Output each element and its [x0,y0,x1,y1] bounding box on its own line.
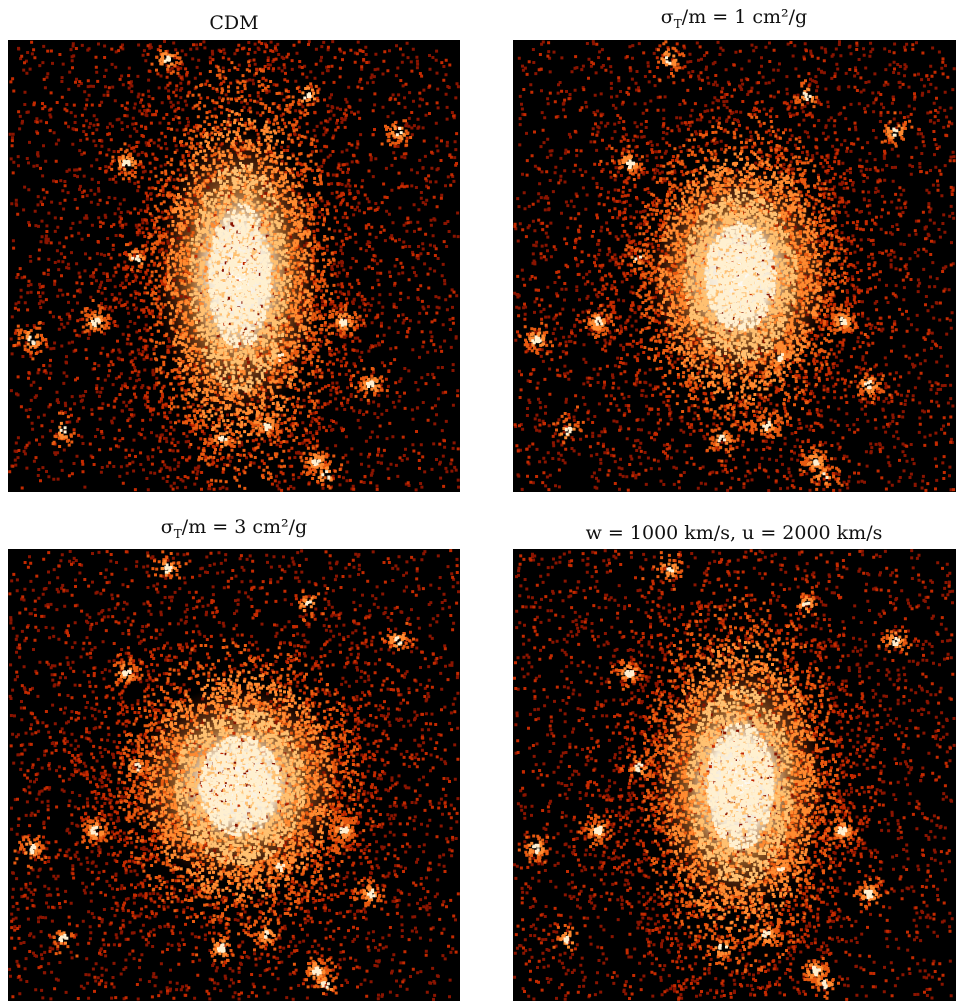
particles [8,549,460,1000]
particles [13,49,413,490]
particles [27,55,403,480]
particles [686,683,795,888]
panel-title: CDM [209,12,259,34]
density-image [513,549,956,1001]
panel-title: σT/m = 3 cm²/g [160,516,308,541]
particles [188,161,292,393]
particles [513,549,956,1001]
particles [682,188,799,364]
particles [513,41,956,492]
density-image [8,549,460,1001]
panel-title: σT/m = 1 cm²/g [660,6,808,31]
density-image [8,40,460,492]
particles [528,562,904,988]
panel-title: w = 1000 km/s, u = 2000 km/s [585,522,883,544]
density-image [513,40,956,492]
particles [13,550,416,996]
particles [8,40,460,492]
particles [517,551,913,1000]
particles [25,52,406,482]
